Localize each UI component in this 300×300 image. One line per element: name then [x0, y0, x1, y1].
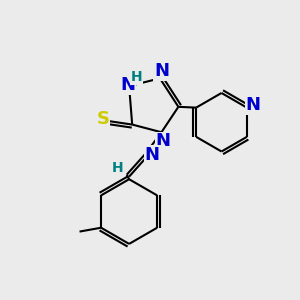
Text: H: H — [112, 161, 123, 176]
Text: S: S — [96, 110, 110, 128]
Text: N: N — [245, 96, 260, 114]
Text: N: N — [145, 146, 160, 164]
Text: H: H — [131, 70, 142, 84]
Text: N: N — [154, 62, 169, 80]
Text: N: N — [120, 76, 135, 94]
Text: N: N — [155, 133, 170, 151]
